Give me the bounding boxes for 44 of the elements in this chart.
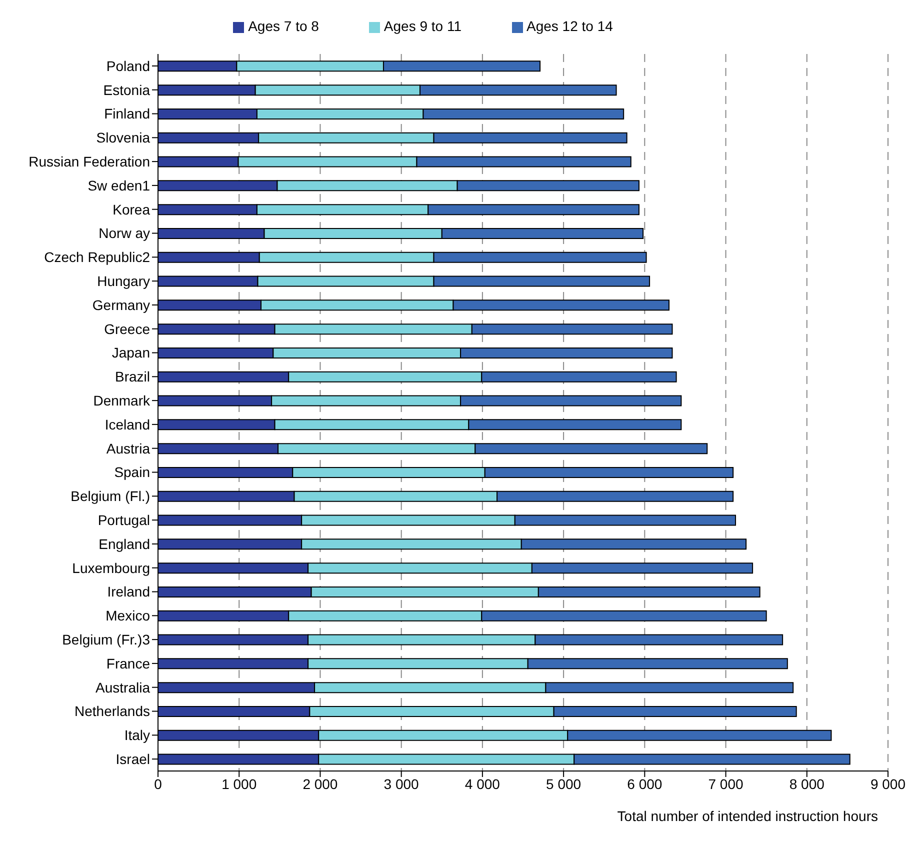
y-tick-label: Brazil — [114, 368, 150, 385]
x-tick-label: 6 000 — [627, 776, 662, 792]
y-tick-label: Belgium (Fr.)3 — [62, 632, 150, 648]
y-tick-label: France — [106, 655, 150, 672]
legend-label: Ages 9 to 11 — [384, 18, 462, 34]
y-tick-label: England — [98, 536, 150, 552]
y-tick-label: Italy — [124, 727, 150, 744]
y-tick-label: Denmark — [93, 392, 151, 409]
y-tick-label: Russian Federation — [28, 154, 150, 170]
y-tick-label: Portugal — [98, 512, 150, 528]
y-tick-label: Israel — [116, 751, 150, 768]
y-tick-label: Australia — [96, 679, 150, 696]
y-tick-label: Slovenia — [96, 130, 150, 146]
y-tick-label: Mexico — [106, 608, 150, 624]
y-tick-label: Czech Republic2 — [44, 249, 150, 266]
y-tick-label: Poland — [106, 58, 150, 74]
y-tick-label: Hungary — [97, 273, 150, 290]
y-tick-label: Spain — [114, 464, 150, 480]
y-tick-label: Luxembourg — [72, 560, 150, 576]
y-tick-label: Finland — [104, 106, 150, 122]
legend-label: Ages 12 to 14 — [526, 18, 613, 34]
x-tick-label: 8 000 — [789, 776, 825, 792]
y-tick-label: Austria — [106, 440, 150, 456]
y-tick-label: Ireland — [107, 584, 150, 600]
x-tick-label: 5 000 — [546, 776, 582, 792]
y-tick-label: Estonia — [103, 82, 150, 98]
y-tick-label: Netherlands — [74, 703, 150, 720]
x-tick-label: 2 000 — [302, 776, 338, 792]
y-tick-label: Greece — [104, 320, 150, 337]
x-tick-label: 4 000 — [464, 776, 500, 792]
y-tick-label: Japan — [112, 344, 150, 361]
y-tick-label: Belgium (Fl.) — [70, 488, 150, 504]
y-tick-label: Norw ay — [98, 225, 150, 242]
x-tick-label: 0 — [154, 776, 162, 792]
x-tick-label: 3 000 — [384, 776, 420, 792]
x-axis-title: Total number of intended instruction hours — [617, 808, 878, 824]
y-tick-label: Korea — [112, 201, 150, 218]
y-tick-label: Sw eden1 — [88, 177, 150, 194]
legend-label: Ages 7 to 8 — [248, 18, 319, 34]
x-tick-label: 7 000 — [708, 776, 744, 792]
x-tick-label: 9 000 — [870, 776, 906, 792]
x-tick-label: 1 000 — [222, 776, 257, 792]
y-tick-label: Germany — [92, 296, 150, 313]
y-tick-label: Iceland — [104, 416, 150, 432]
